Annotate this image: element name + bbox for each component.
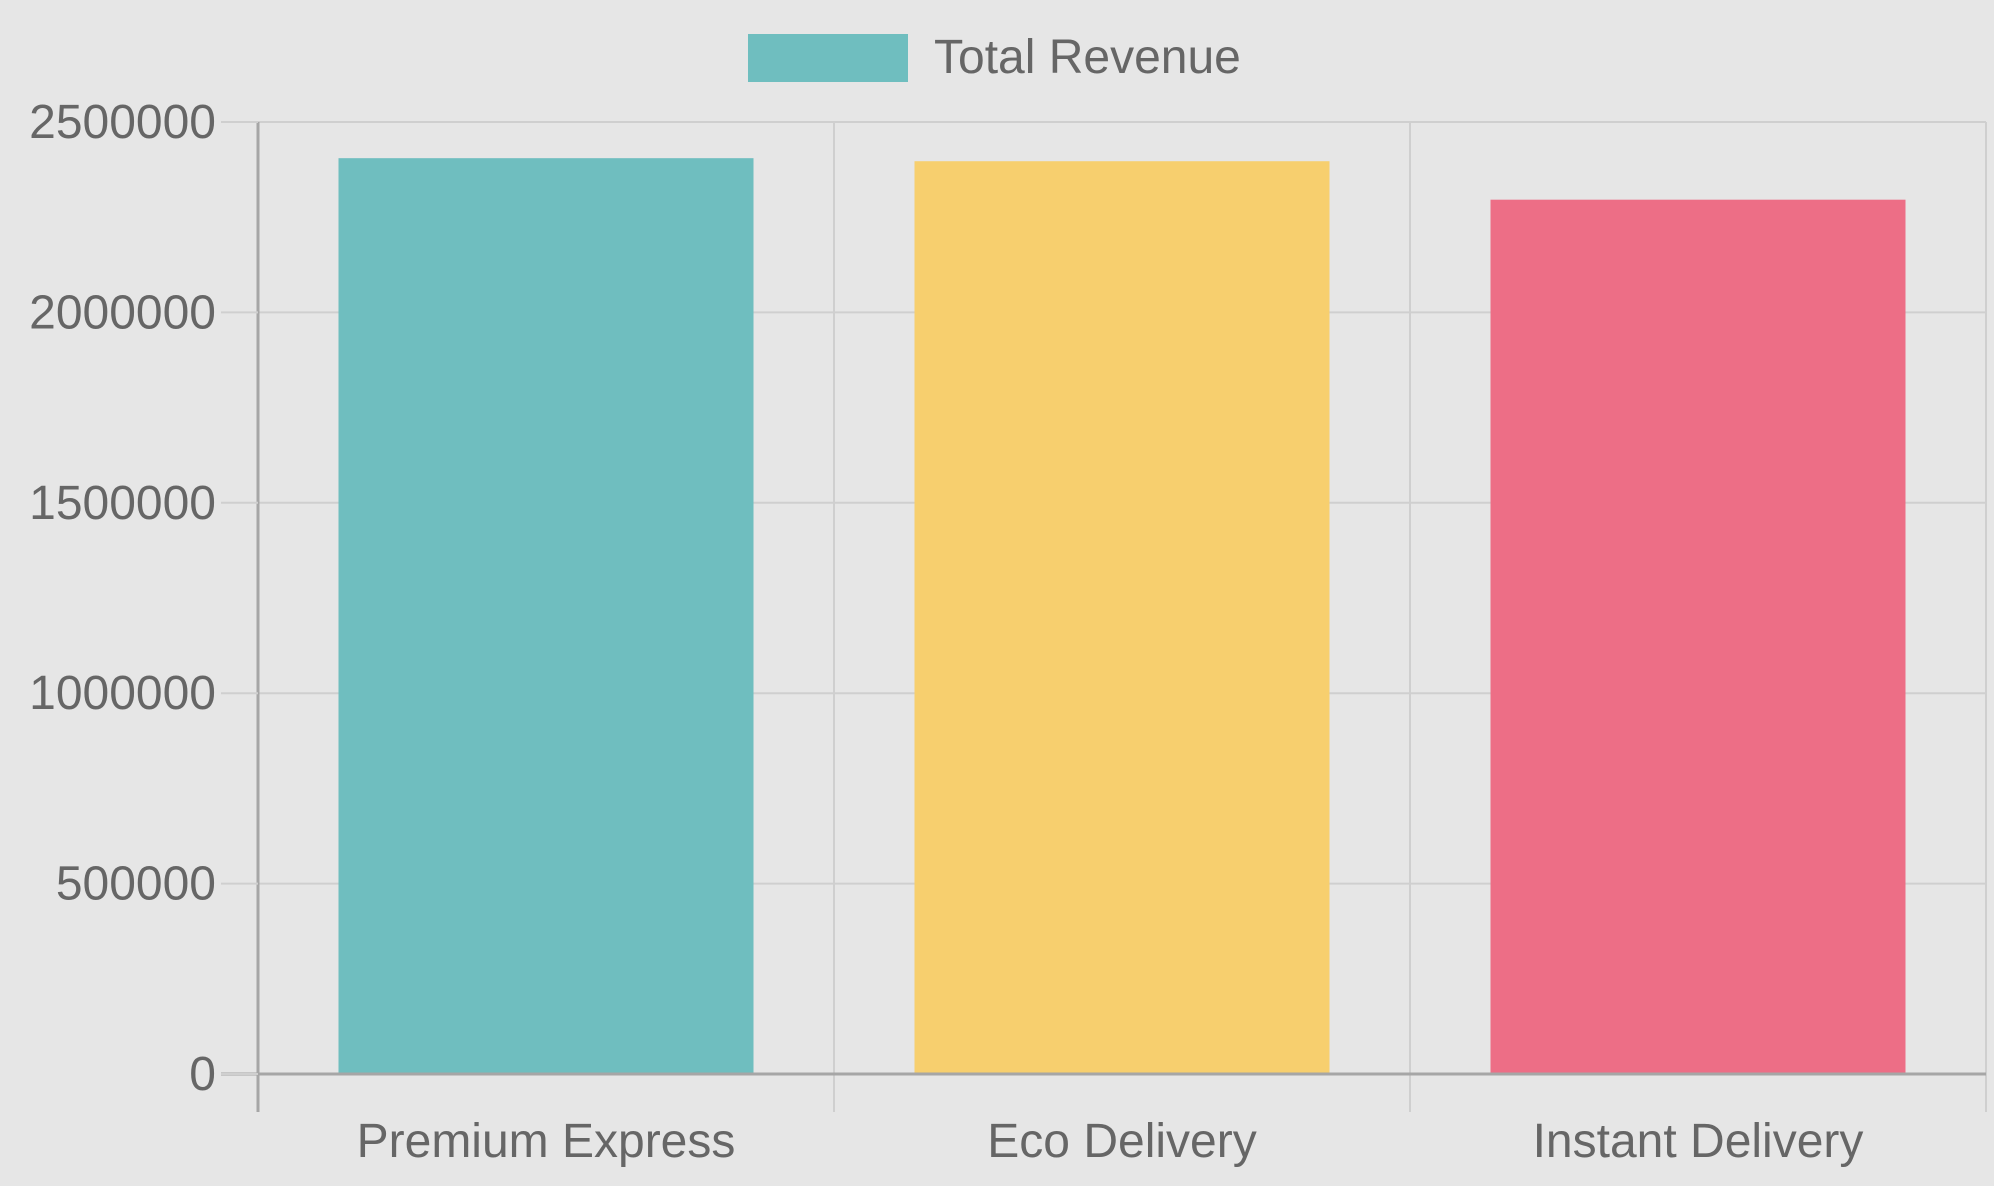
legend-label[interactable]: Total Revenue [934,31,1241,84]
y-tick-label: 500000 [56,858,216,911]
x-tick-label: Eco Delivery [987,1115,1256,1168]
bar-eco-delivery[interactable] [914,161,1330,1074]
y-axis-ticks: 0 500000 1000000 1500000 2000000 2500000 [29,96,258,1101]
chart-bars [338,158,1906,1074]
bar-instant-delivery[interactable] [1490,199,1906,1074]
y-tick-label: 2000000 [29,286,216,339]
x-axis-ticks: Premium Express Eco Delivery Instant Deliv… [357,1115,1864,1168]
chart-axes [221,122,1986,1112]
y-tick-label: 0 [189,1048,216,1101]
y-tick-label: 1000000 [29,667,216,720]
bar-premium-express[interactable] [338,158,754,1074]
x-tick-label: Instant Delivery [1533,1115,1864,1168]
y-tick-label: 2500000 [29,96,216,149]
x-tick-label: Premium Express [357,1115,736,1168]
y-tick-label: 1500000 [29,477,216,530]
legend-swatch[interactable] [748,34,908,82]
chart-legend[interactable]: Total Revenue [748,31,1241,84]
